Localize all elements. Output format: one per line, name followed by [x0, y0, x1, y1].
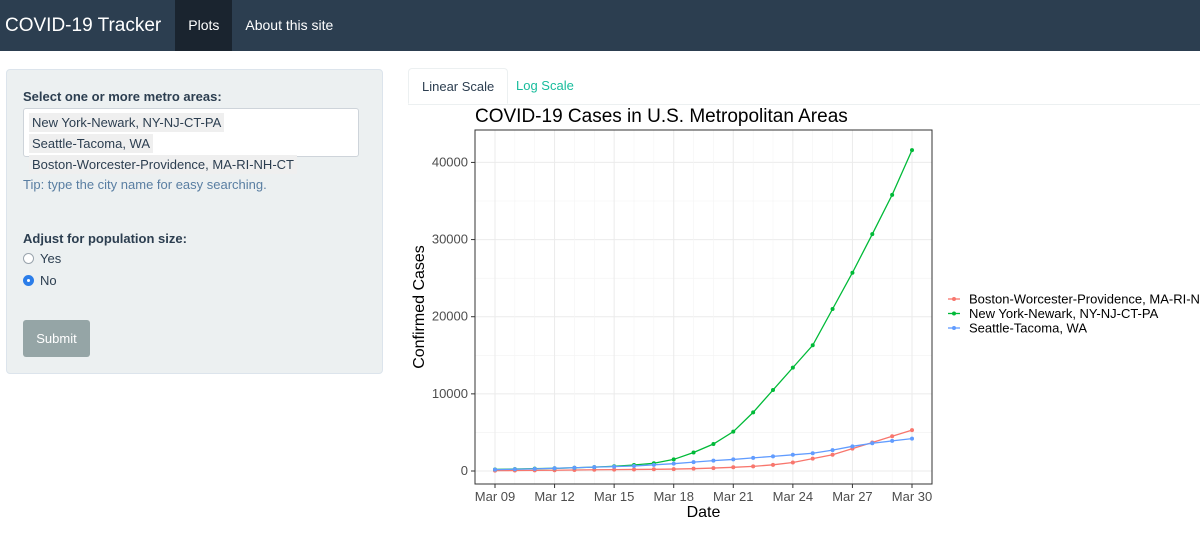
- y-tick-label: 30000: [432, 232, 468, 247]
- data-point: [711, 466, 716, 471]
- data-point: [830, 307, 835, 311]
- y-axis-label: Confirmed Cases: [411, 245, 428, 369]
- data-point: [751, 455, 756, 460]
- data-point: [771, 388, 775, 392]
- series-line: [494, 437, 913, 471]
- legend-label: Boston-Worcester-Providence, MA-RI-NH-CT: [969, 292, 1200, 307]
- y-tick-label: 40000: [432, 154, 468, 169]
- y-tick-label: 10000: [432, 386, 468, 401]
- data-point: [651, 467, 656, 472]
- chart-title: COVID-19 Cases in U.S. Metropolitan Area…: [475, 106, 848, 127]
- data-point: [731, 457, 736, 462]
- data-point: [910, 148, 914, 153]
- series-line: [494, 429, 913, 472]
- data-point: [890, 192, 895, 197]
- y-tick-label: 20000: [432, 309, 468, 324]
- population-label: Adjust for population size:: [23, 231, 187, 246]
- x-tick-label: Mar 24: [773, 489, 813, 504]
- data-point: [612, 467, 617, 472]
- app-brand[interactable]: COVID-19 Tracker: [5, 15, 162, 36]
- radio-no[interactable]: No: [23, 273, 57, 288]
- metro-chip[interactable]: Seattle-Tacoma, WA: [29, 134, 154, 153]
- data-point: [771, 462, 775, 467]
- metro-select-label: Select one or more metro areas:: [23, 89, 222, 104]
- data-point: [790, 460, 795, 465]
- data-point: [790, 452, 795, 457]
- data-point: [671, 457, 676, 462]
- radio-unchecked-icon[interactable]: [23, 253, 34, 264]
- radio-yes[interactable]: Yes: [23, 251, 61, 266]
- legend-key-point: [952, 297, 956, 301]
- data-point: [890, 438, 895, 443]
- tab-bar: Linear Scale Log Scale: [408, 68, 1200, 105]
- metro-select-input[interactable]: New York-Newark, NY-NJ-CT-PA Seattle-Tac…: [23, 108, 359, 174]
- x-tick-label: Mar 27: [832, 489, 872, 504]
- navbar: COVID-19 Tracker Plots About this site: [0, 0, 1200, 51]
- data-point: [671, 461, 676, 466]
- x-tick-label: Mar 30: [892, 489, 932, 504]
- data-point: [691, 460, 696, 465]
- data-point: [870, 441, 875, 446]
- data-point: [810, 451, 815, 456]
- data-point: [870, 232, 875, 237]
- x-tick-label: Mar 18: [653, 489, 693, 504]
- data-point: [910, 436, 914, 441]
- data-point: [612, 464, 617, 469]
- sidebar-panel: Select one or more metro areas: New York…: [6, 69, 383, 374]
- data-point: [711, 442, 716, 446]
- nav-about[interactable]: About this site: [245, 17, 334, 33]
- data-point: [532, 466, 537, 471]
- data-point: [771, 454, 775, 459]
- data-point: [910, 428, 914, 433]
- data-point: [810, 343, 815, 348]
- data-point: [751, 464, 756, 469]
- tab-log-scale[interactable]: Log Scale: [516, 78, 574, 93]
- x-tick-label: Mar 15: [594, 489, 634, 504]
- data-point: [691, 466, 696, 471]
- plot-border: [474, 129, 933, 485]
- data-point: [850, 444, 855, 449]
- submit-button[interactable]: Submit: [23, 320, 90, 357]
- x-tick-label: Mar 21: [713, 489, 753, 504]
- legend-label: New York-Newark, NY-NJ-CT-PA: [969, 306, 1159, 321]
- data-point: [890, 434, 895, 439]
- data-point: [552, 466, 557, 471]
- y-tick-label: 0: [461, 463, 468, 478]
- metro-chip[interactable]: Boston-Worcester-Providence, MA-RI-NH-CT: [29, 155, 297, 174]
- data-point: [592, 465, 597, 470]
- data-point: [810, 456, 815, 461]
- nav-plots[interactable]: Plots: [175, 0, 233, 51]
- data-point: [493, 467, 497, 472]
- plot-panel: [475, 130, 932, 484]
- data-point: [671, 467, 676, 472]
- radio-checked-icon[interactable]: [23, 275, 34, 286]
- data-point: [751, 410, 756, 415]
- data-point: [830, 452, 835, 457]
- data-point: [632, 467, 636, 472]
- radio-no-label: No: [40, 273, 57, 288]
- legend-key-point: [952, 311, 956, 316]
- search-tip: Tip: type the city name for easy searchi…: [23, 177, 267, 192]
- legend-label: Seattle-Tacoma, WA: [969, 321, 1087, 336]
- tab-linear-scale[interactable]: Linear Scale: [408, 68, 509, 104]
- data-point: [691, 450, 696, 455]
- data-point: [711, 458, 716, 463]
- data-point: [512, 467, 517, 472]
- x-axis-label: Date: [687, 504, 721, 521]
- data-point: [731, 465, 736, 470]
- x-tick-label: Mar 09: [475, 489, 515, 504]
- metro-chip[interactable]: New York-Newark, NY-NJ-CT-PA: [29, 113, 225, 132]
- x-tick-label: Mar 12: [534, 489, 574, 504]
- data-point: [572, 465, 577, 470]
- data-point: [731, 429, 736, 434]
- data-point: [651, 462, 656, 467]
- radio-yes-label: Yes: [40, 251, 62, 266]
- data-point: [850, 270, 855, 275]
- data-point: [632, 463, 636, 468]
- data-point: [830, 448, 835, 453]
- covid-line-chart: 0 10000 20000 30000 40000 Mar 09 Mar 12 Mar 15 M…: [411, 106, 1200, 521]
- legend-key-point: [952, 326, 956, 330]
- data-point: [790, 365, 795, 370]
